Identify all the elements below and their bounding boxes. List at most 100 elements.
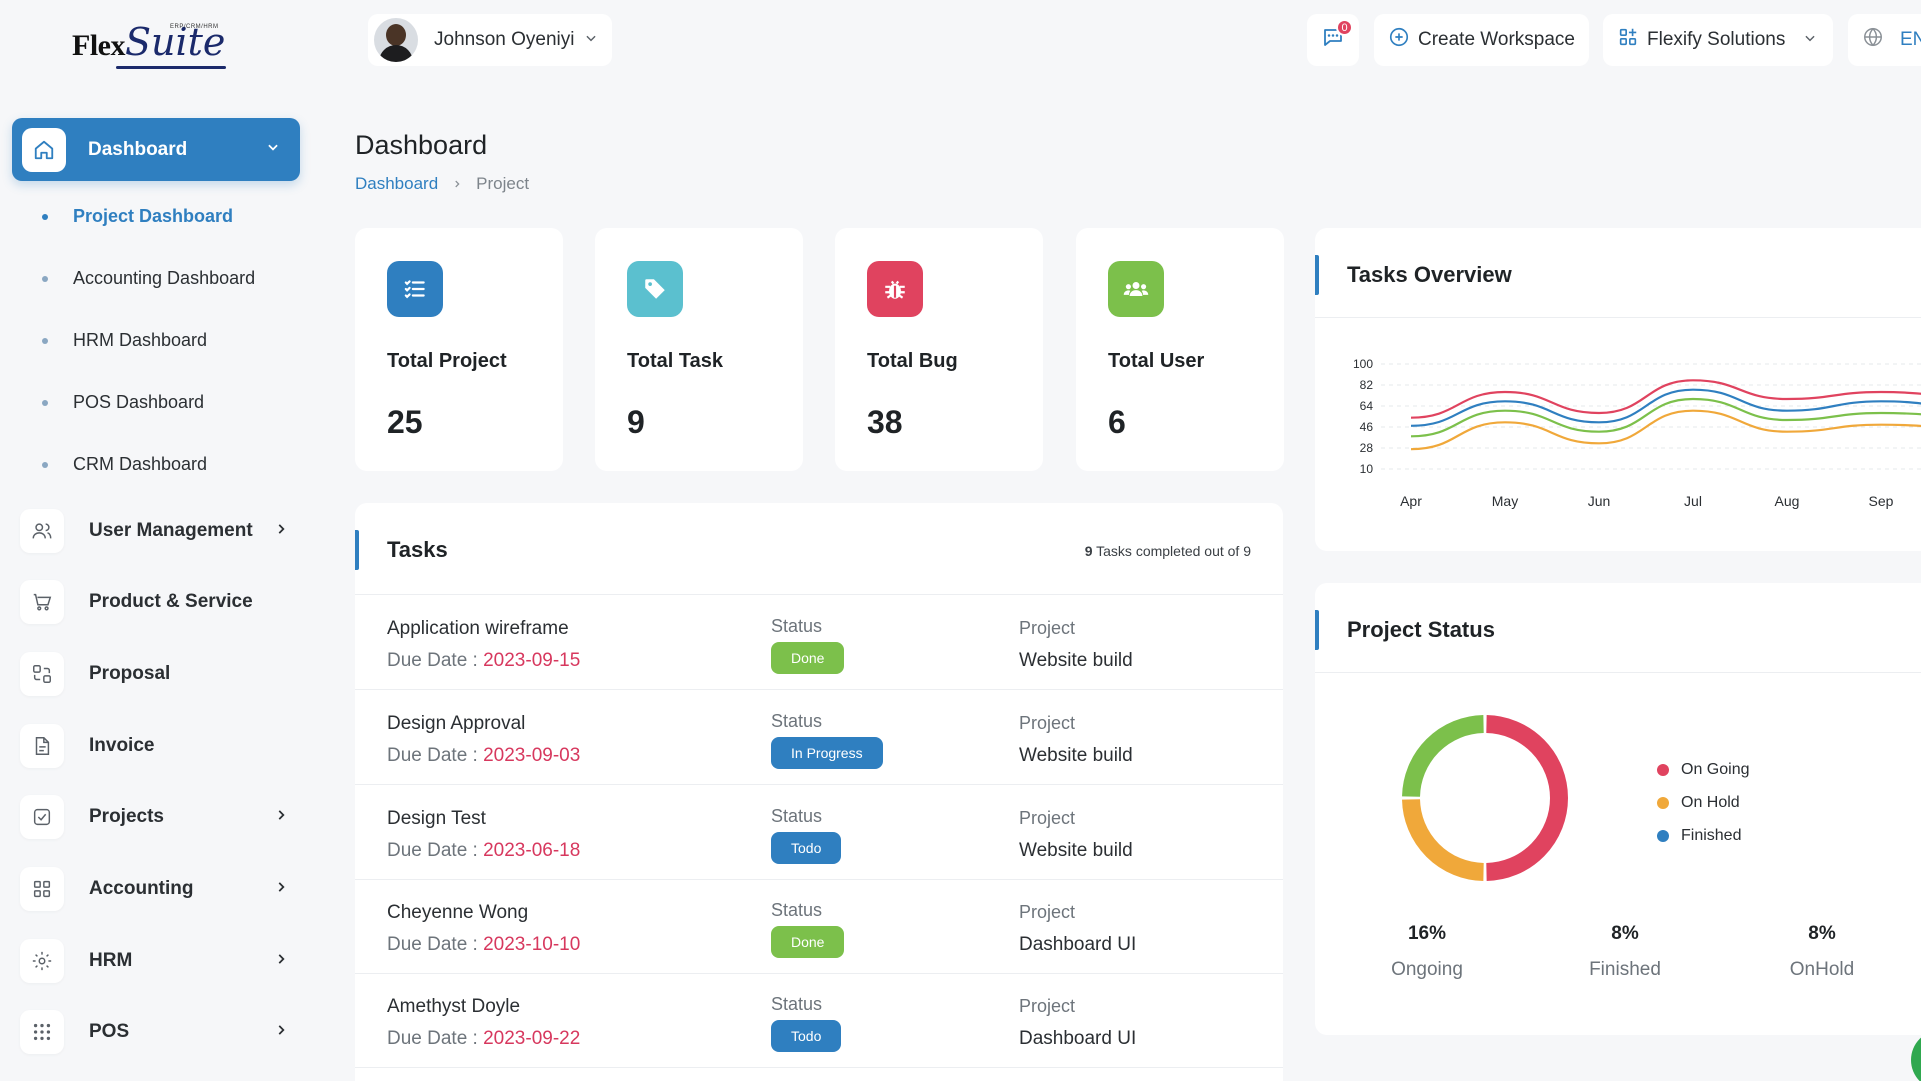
- sidebar-sub-pos-dashboard[interactable]: POS Dashboard: [42, 392, 204, 413]
- breadcrumb-link[interactable]: Dashboard: [355, 174, 439, 193]
- due-date: 2023-09-15: [483, 650, 581, 671]
- list-icon: [387, 261, 443, 317]
- sidebar-item-label: Projects: [89, 806, 164, 827]
- logo-tag: ERP/CRM/HRM: [170, 24, 219, 30]
- legend-swatch: [1657, 796, 1669, 809]
- sidebar-item-projects[interactable]: Projects: [20, 793, 290, 841]
- y-tick-label: 82: [1360, 378, 1374, 392]
- project-status-card: Project Status On Going On Hold Finished…: [1315, 583, 1921, 1035]
- language-switcher[interactable]: EN: [1848, 14, 1921, 66]
- due-label: Due Date :: [387, 840, 484, 861]
- sidebar: FlexSuite ERP/CRM/HRM Dashboard Project …: [0, 0, 320, 1081]
- status-label: Status: [771, 711, 823, 731]
- proposal-icon: [20, 652, 64, 696]
- x-tick-label: Jul: [1684, 493, 1702, 509]
- sidebar-sub-accounting-dashboard[interactable]: Accounting Dashboard: [42, 268, 255, 289]
- sidebar-item-dashboard[interactable]: Dashboard: [12, 118, 300, 181]
- chevron-right-icon: [274, 520, 288, 542]
- sidebar-item-proposal[interactable]: Proposal: [20, 650, 290, 698]
- table-row[interactable]: Design Approval Due Date : 2023-09-03 St…: [355, 691, 1283, 785]
- sidebar-sub-label: CRM Dashboard: [73, 454, 208, 474]
- chevron-right-icon: [274, 878, 288, 900]
- sidebar-sub-hrm-dashboard[interactable]: HRM Dashboard: [42, 330, 207, 351]
- home-icon: [22, 127, 66, 172]
- chevron-down-icon: [1803, 29, 1817, 51]
- task-name: Design Approval: [387, 713, 526, 734]
- sidebar-item-invoice[interactable]: Invoice: [20, 722, 290, 770]
- app-logo[interactable]: FlexSuite ERP/CRM/HRM: [72, 20, 232, 72]
- x-tick-label: Jun: [1588, 493, 1611, 509]
- tasks-overview-chart: 1008264462810AprMayJunJulAugSepOct: [1353, 357, 1921, 509]
- x-tick-label: May: [1492, 493, 1518, 509]
- project-name: Dashboard UI: [1019, 1028, 1137, 1049]
- project-label: Project: [1019, 996, 1076, 1016]
- series-line: [1410, 388, 1921, 427]
- chart-legend: On Going On Hold Finished: [1657, 753, 1749, 852]
- sidebar-item-product-service[interactable]: Product & Service: [20, 578, 290, 626]
- sidebar-sub-label: Project Dashboard: [73, 206, 234, 226]
- task-name: Design Test: [387, 808, 486, 829]
- stat-value: 6: [1108, 404, 1126, 440]
- legend-item[interactable]: On Hold: [1657, 786, 1749, 819]
- task-due: Due Date : 2023-09-03: [387, 745, 580, 767]
- due-date: 2023-09-22: [483, 1028, 581, 1049]
- series-line: [1410, 409, 1921, 451]
- card-title: Project Status: [1347, 617, 1495, 642]
- project-name: Dashboard UI: [1019, 934, 1137, 955]
- breadcrumb: Dashboard Project: [355, 174, 529, 194]
- y-tick-label: 46: [1360, 420, 1374, 434]
- due-date: 2023-09-03: [483, 745, 581, 766]
- status-badge: Done: [771, 642, 845, 674]
- page-title: Dashboard: [355, 130, 488, 160]
- project-name: Website build: [1019, 650, 1133, 671]
- sidebar-sub-project-dashboard[interactable]: Project Dashboard: [42, 206, 233, 227]
- floating-action-button[interactable]: [1911, 1030, 1921, 1081]
- percent-label: OnHold: [1789, 959, 1855, 980]
- legend-item[interactable]: On Going: [1657, 753, 1749, 786]
- user-name: Johnson Oyeniyi: [434, 29, 575, 50]
- sidebar-item-user-management[interactable]: User Management: [20, 507, 290, 555]
- table-row[interactable]: Amethyst Doyle Due Date : 2023-09-22 Sta…: [355, 974, 1283, 1068]
- create-workspace-button[interactable]: Create Workspace: [1374, 14, 1589, 66]
- sidebar-item-hrm[interactable]: HRM: [20, 937, 290, 985]
- stat-title: Total Bug: [867, 350, 958, 372]
- sidebar-sub-label: HRM Dashboard: [73, 330, 208, 350]
- percent-ongoing: 16% Ongoing: [1357, 923, 1497, 981]
- percent-label: Finished: [1589, 959, 1661, 980]
- sidebar-item-pos[interactable]: POS: [20, 1008, 290, 1056]
- chevron-down-icon: [584, 31, 598, 50]
- logo-underline: [116, 66, 226, 69]
- bug-icon: [867, 261, 923, 317]
- table-row[interactable]: Application wireframe Due Date : 2023-09…: [355, 596, 1283, 690]
- chat-button[interactable]: 0: [1307, 14, 1359, 66]
- card-title: Tasks Overview: [1347, 262, 1512, 287]
- company-switcher[interactable]: Flexify Solutions: [1603, 14, 1833, 66]
- tasks-summary-text: Tasks completed out of 9: [1092, 543, 1251, 559]
- sidebar-item-accounting[interactable]: Accounting: [20, 865, 290, 913]
- donut-slice: [1402, 715, 1485, 798]
- status-badge: Todo: [771, 1020, 842, 1052]
- invoice-icon: [20, 724, 64, 768]
- sidebar-item-label: Accounting: [89, 878, 194, 899]
- tasks-summary-count: 9: [1084, 543, 1093, 559]
- stat-title: Total Project: [387, 350, 507, 372]
- user-menu[interactable]: Johnson Oyeniyi: [368, 14, 612, 66]
- stat-title: Total User: [1108, 350, 1205, 372]
- check-square-icon: [20, 795, 64, 839]
- due-label: Due Date :: [387, 934, 484, 955]
- status-badge: Done: [771, 926, 845, 958]
- sidebar-sub-crm-dashboard[interactable]: CRM Dashboard: [42, 454, 207, 475]
- task-name: Amethyst Doyle: [387, 996, 521, 1017]
- legend-label: On Going: [1681, 760, 1750, 778]
- sidebar-item-label: POS: [89, 1021, 130, 1042]
- notification-badge: 0: [1336, 19, 1353, 36]
- series-line: [1410, 379, 1921, 419]
- table-row[interactable]: Cheyenne Wong Due Date : 2023-10-10 Stat…: [355, 880, 1283, 974]
- x-tick-label: Aug: [1775, 493, 1800, 509]
- legend-item[interactable]: Finished: [1657, 819, 1749, 852]
- stat-value: 25: [387, 404, 423, 440]
- bullet-icon: [42, 461, 48, 468]
- table-row[interactable]: Design Test Due Date : 2023-06-18 Status…: [355, 786, 1283, 880]
- y-tick-label: 100: [1353, 357, 1373, 371]
- y-tick-label: 28: [1360, 441, 1374, 455]
